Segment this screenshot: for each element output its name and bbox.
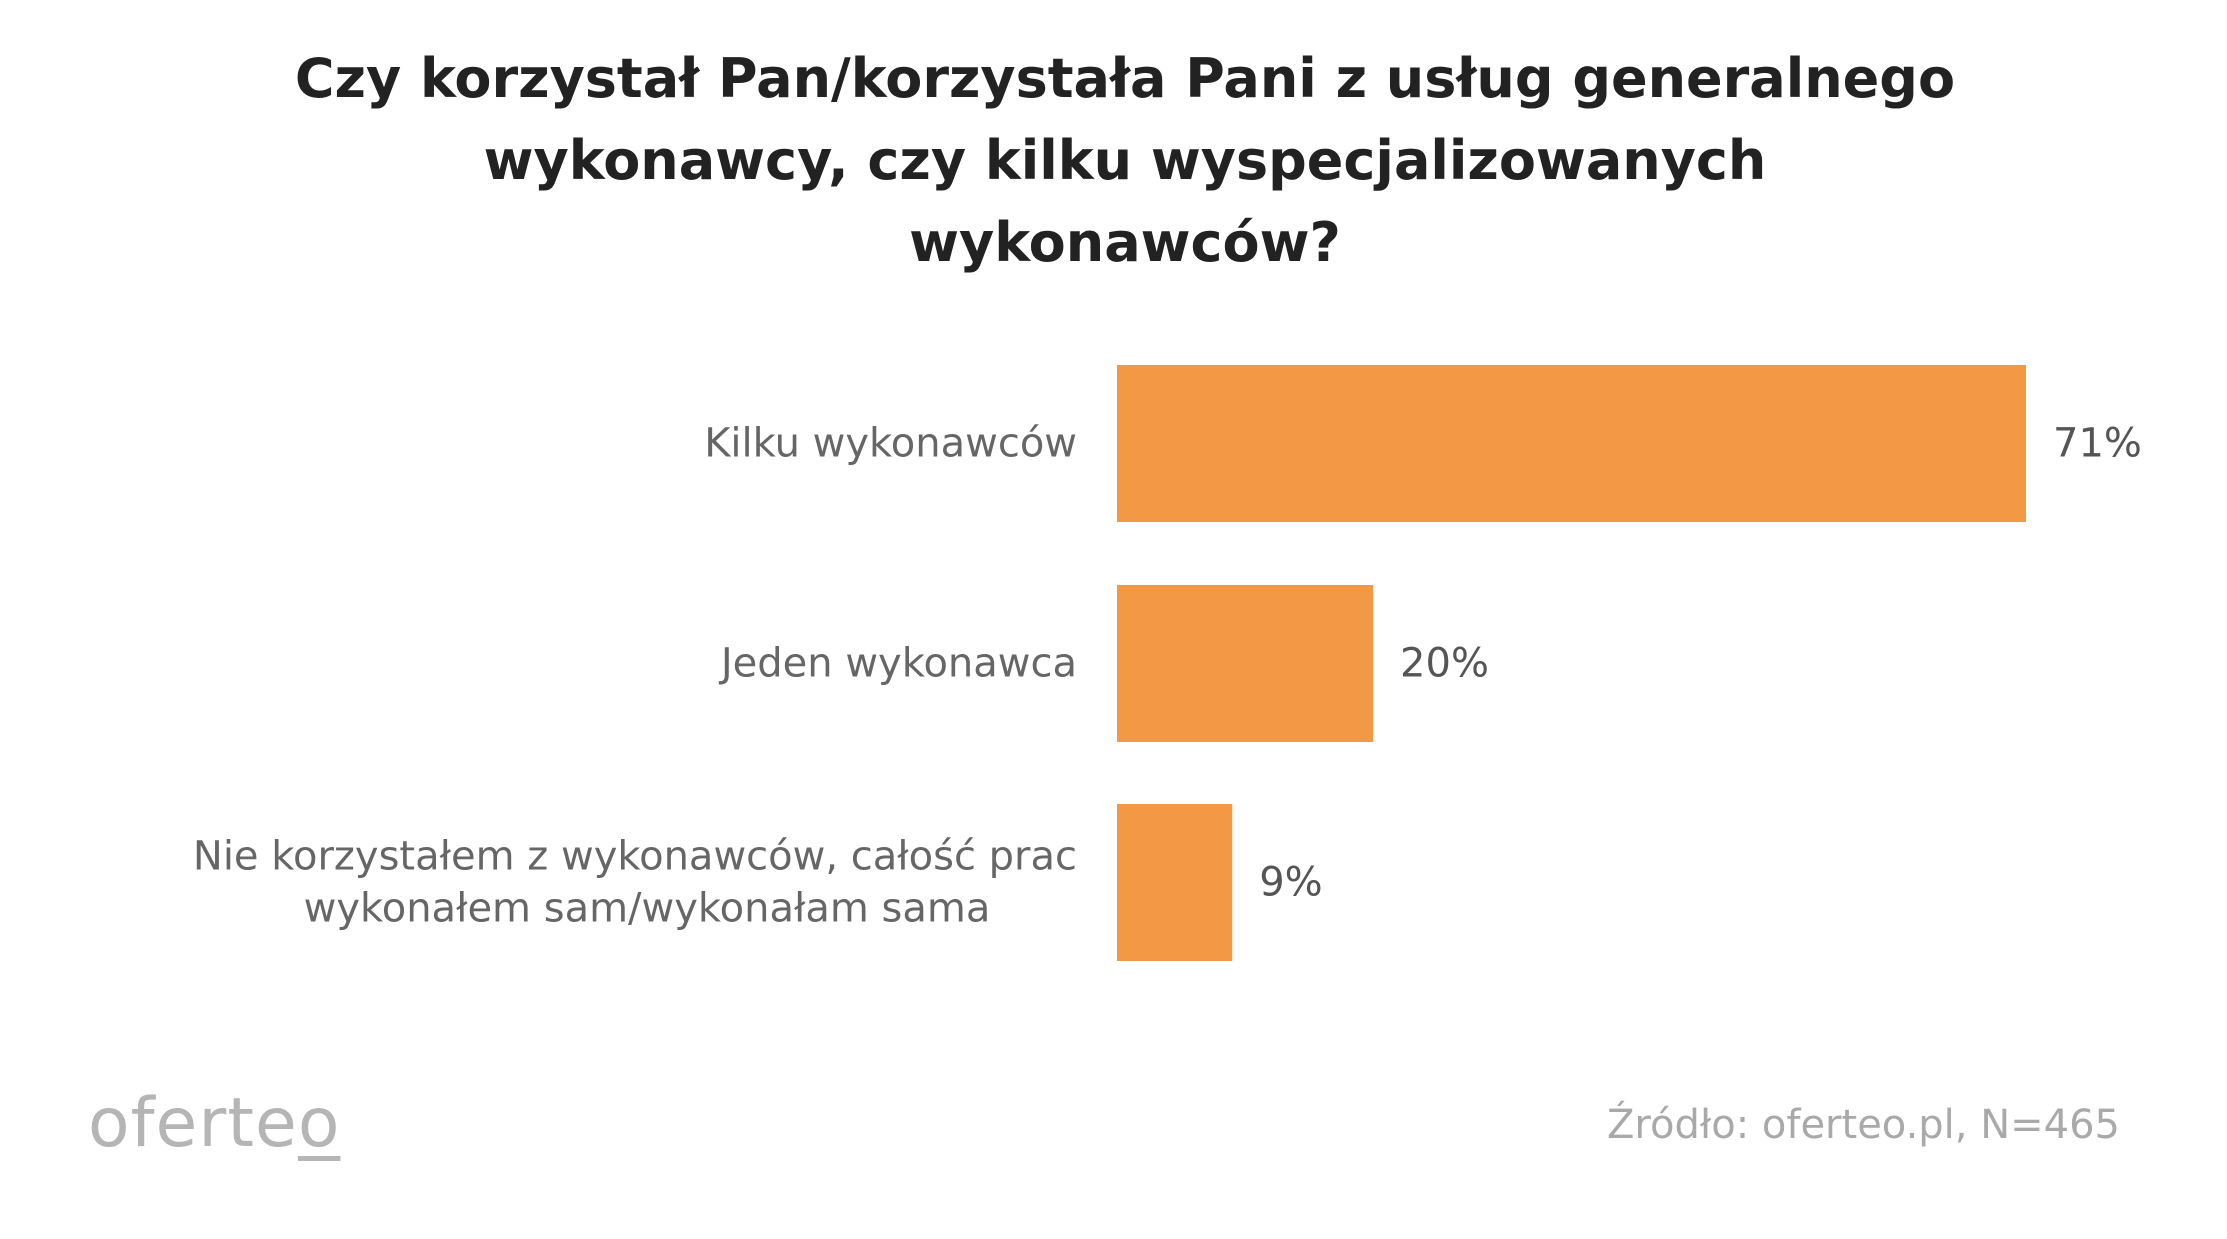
logo-text: oferte <box>88 1084 298 1163</box>
category-label: Kilku wykonawców <box>704 421 1077 467</box>
chart-title-line: wykonawcy, czy kilku wyspecjalizowanych <box>483 129 1767 192</box>
logo-text-underlined: o <box>297 1084 341 1163</box>
bar <box>1117 804 1233 961</box>
source-note: Źródło: oferteo.pl, N=465 <box>1607 1102 2120 1148</box>
chart-title-line: wykonawców? <box>909 211 1341 274</box>
bar <box>1117 585 1374 742</box>
value-label: 20% <box>1400 641 1489 687</box>
value-label: 71% <box>2053 421 2142 467</box>
oferteo-logo: oferteo <box>88 1090 340 1158</box>
category-label: Jeden wykonawca <box>718 641 1077 687</box>
category-label: Nie korzystałem z wykonawców, całość pra… <box>193 834 1077 880</box>
chart-title-line: Czy korzystał Pan/korzystała Pani z usłu… <box>294 47 1956 110</box>
category-label: wykonałem sam/wykonałam sama <box>304 886 991 932</box>
bar <box>1117 365 2026 522</box>
chart-title: Czy korzystał Pan/korzystała Pani z usłu… <box>150 38 2100 284</box>
value-label: 9% <box>1259 860 1322 906</box>
